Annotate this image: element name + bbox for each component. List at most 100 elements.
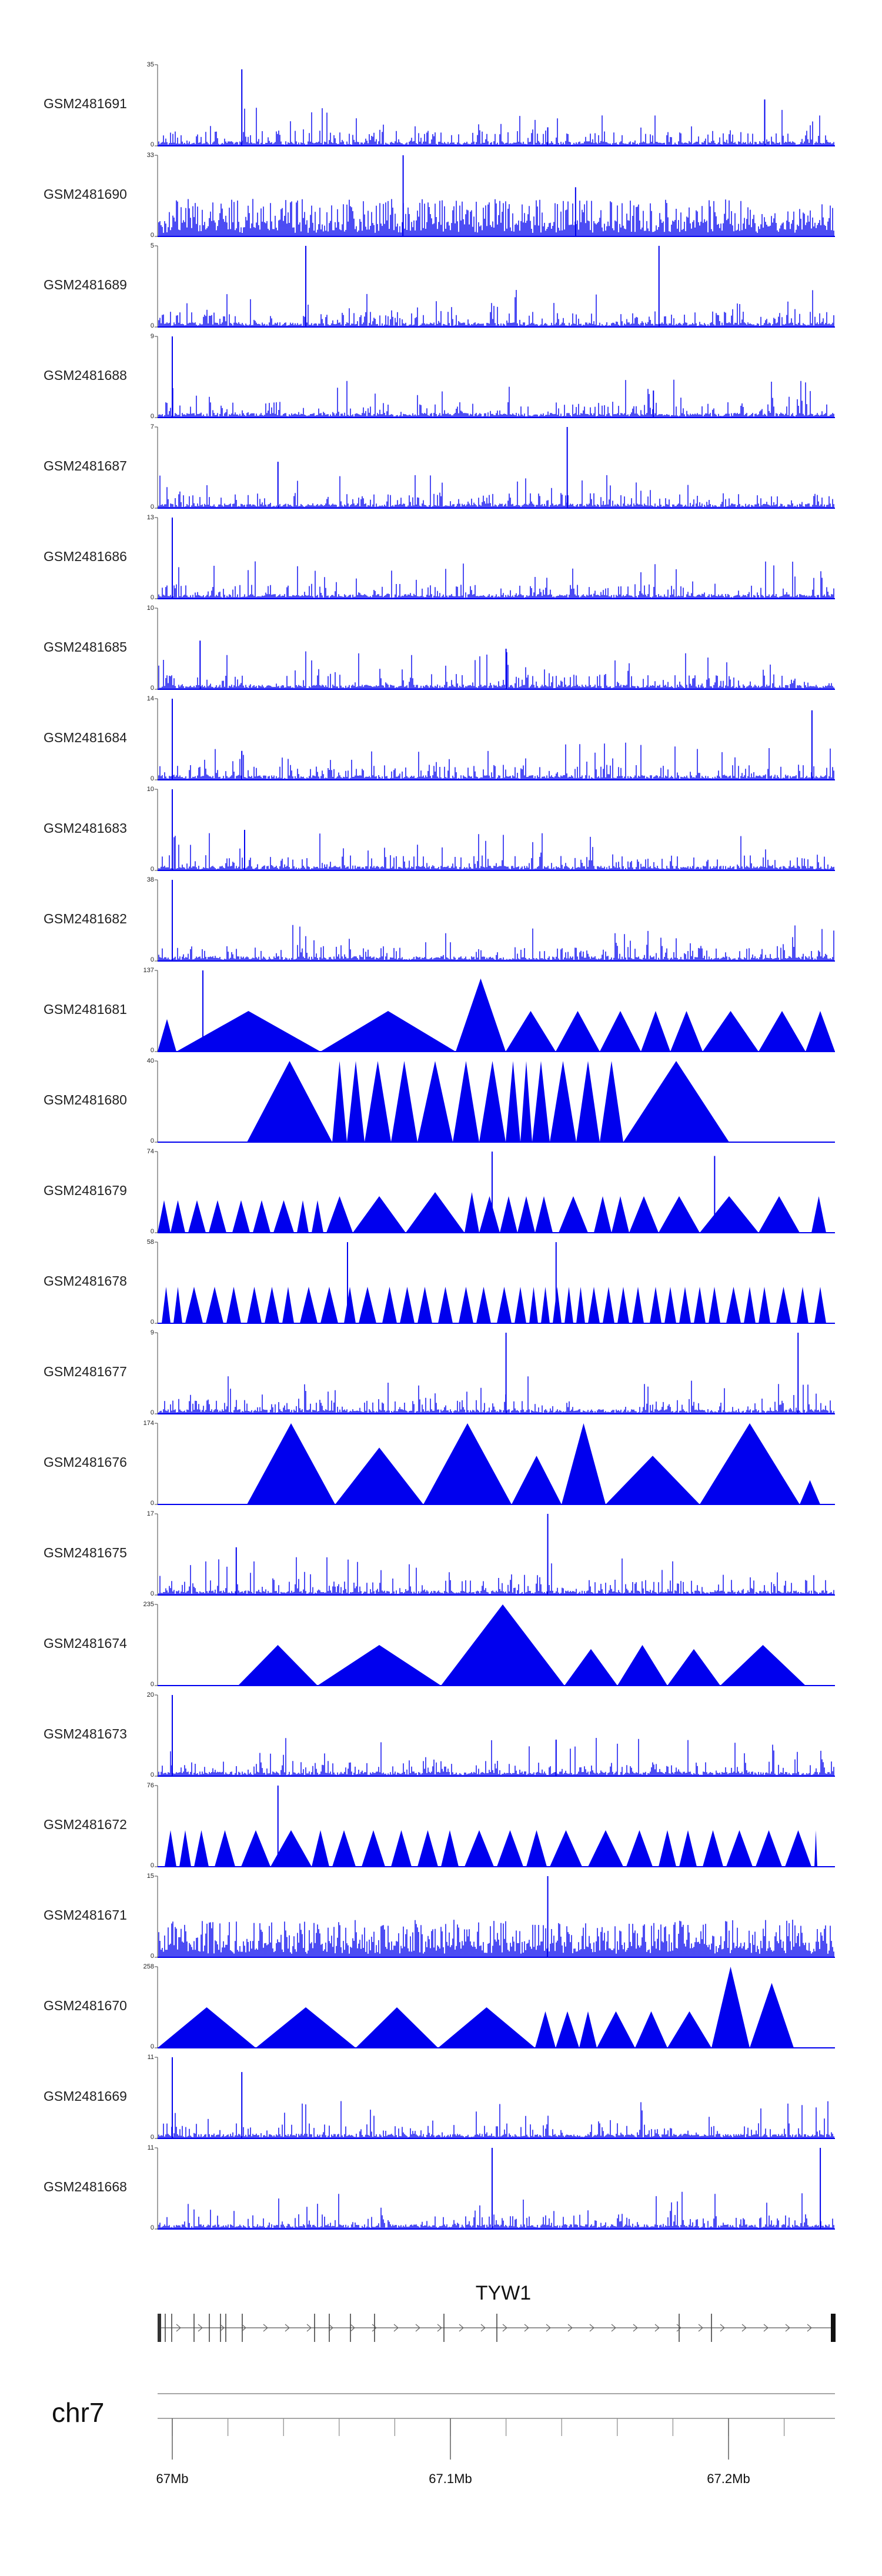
signal-triangle	[520, 1061, 532, 1142]
strand-arrow	[285, 2324, 290, 2332]
signal-triangle	[356, 2007, 438, 2048]
signal-triangle	[562, 1423, 606, 1504]
strand-arrow	[415, 2324, 420, 2332]
signal-triangle	[806, 1011, 835, 1052]
strand-arrow	[633, 2324, 638, 2332]
signal-triangle	[535, 2011, 556, 2048]
signal-triangle	[417, 1830, 438, 1867]
strand-arrow	[198, 2324, 203, 2332]
strand-arrow	[785, 2324, 790, 2332]
signal-triangle	[603, 1286, 614, 1323]
signal-triangle	[600, 1061, 623, 1142]
strand-arrow	[676, 2324, 681, 2332]
y-axis-min-label: 0	[150, 1771, 154, 1778]
y-axis-max-label: 7	[150, 423, 154, 431]
y-axis-min-label: 0	[150, 1500, 154, 1507]
signal-triangle	[726, 1830, 753, 1867]
signal-triangle	[626, 1830, 653, 1867]
signal-triangle	[559, 1196, 588, 1233]
signal-triangle	[553, 1286, 562, 1323]
track-label: GSM2481686	[44, 549, 127, 564]
signal-triangle	[506, 1011, 556, 1052]
signal-triangle	[476, 1286, 491, 1323]
signal-triangle	[650, 1286, 662, 1323]
y-axis-max-label: 13	[146, 514, 154, 521]
signal-triangle	[423, 1423, 512, 1504]
track-label: GSM2481676	[44, 1454, 127, 1470]
signal-triangle	[594, 1196, 612, 1233]
y-axis-max-label: 11	[147, 2054, 154, 2061]
signal-triangle	[158, 2007, 256, 2048]
signal-triangle	[226, 1286, 241, 1323]
signal-triangle	[320, 1286, 338, 1323]
strand-arrow	[459, 2324, 464, 2332]
y-axis-max-label: 33	[146, 152, 154, 159]
signal-triangle	[326, 1196, 353, 1233]
signal-triangle	[600, 1011, 641, 1052]
signal-area	[158, 199, 834, 236]
y-axis-min-label: 0	[150, 2224, 154, 2231]
y-axis-max-label: 14	[146, 695, 154, 702]
signal-triangle	[514, 1286, 526, 1323]
track-label: GSM2481674	[44, 1636, 127, 1651]
y-axis-max-label: 174	[143, 1420, 154, 1427]
strand-arrow	[372, 2324, 377, 2332]
y-axis-min-label: 0	[150, 1590, 154, 1597]
signal-triangle	[335, 1447, 423, 1504]
signal-triangle	[206, 1286, 223, 1323]
signal-triangle	[576, 1061, 600, 1142]
signal-triangle	[497, 1830, 523, 1867]
signal-triangle	[659, 1830, 676, 1867]
y-axis-max-label: 76	[146, 1782, 154, 1789]
signal-triangle	[612, 1196, 629, 1233]
y-axis-max-label: 35	[146, 61, 154, 68]
y-axis-max-label: 258	[143, 1963, 154, 1970]
strand-arrow	[393, 2324, 399, 2332]
y-axis-min-label: 0	[150, 866, 154, 873]
signal-triangle	[597, 2011, 635, 2048]
signal-triangle	[179, 1830, 191, 1867]
signal-triangle	[694, 1286, 706, 1323]
strand-arrow	[720, 2324, 725, 2332]
y-axis-min-label: 0	[150, 1409, 154, 1416]
signal-triangle	[438, 1286, 453, 1323]
y-axis-min-label: 0	[150, 413, 154, 420]
strand-arrow	[741, 2324, 747, 2332]
signal-triangle	[400, 1286, 415, 1323]
signal-triangle	[391, 1061, 417, 1142]
signal-triangle	[635, 2011, 667, 2048]
y-axis-min-label: 0	[150, 141, 154, 148]
signal-triangle	[247, 1061, 332, 1142]
y-axis-min-label: 0	[150, 232, 154, 239]
strand-arrow	[546, 2324, 551, 2332]
signal-triangle	[265, 1286, 279, 1323]
track-label: GSM2481675	[44, 1545, 127, 1560]
signal-triangle	[171, 1200, 185, 1233]
signal-triangle	[441, 1604, 564, 1686]
signal-triangle	[344, 1286, 356, 1323]
track-label: GSM2481690	[44, 186, 127, 202]
signal-triangle	[176, 1011, 320, 1052]
y-axis-min-label: 0	[150, 1047, 154, 1054]
gene-end-exon	[831, 2314, 836, 2342]
signal-triangle	[667, 1649, 720, 1686]
signal-triangle	[312, 1200, 323, 1233]
signal-triangle	[564, 1649, 617, 1686]
axis-tick-label: 67Mb	[156, 2471, 189, 2486]
signal-triangle	[535, 1196, 553, 1233]
signal-triangle	[541, 1286, 550, 1323]
signal-triangle	[215, 1830, 235, 1867]
signal-triangle	[750, 1983, 794, 2048]
y-axis-max-label: 9	[150, 333, 154, 340]
signal-area	[158, 1557, 834, 1595]
signal-triangle	[353, 1196, 406, 1233]
signal-triangle	[744, 1286, 756, 1323]
signal-area	[158, 833, 834, 870]
signal-area	[158, 925, 834, 961]
signal-area	[158, 651, 834, 689]
gene-start-exon	[158, 2314, 161, 2342]
signal-area	[158, 290, 834, 327]
signal-area	[158, 2191, 834, 2229]
signal-triangle	[165, 1830, 176, 1867]
signal-triangle	[670, 1011, 703, 1052]
